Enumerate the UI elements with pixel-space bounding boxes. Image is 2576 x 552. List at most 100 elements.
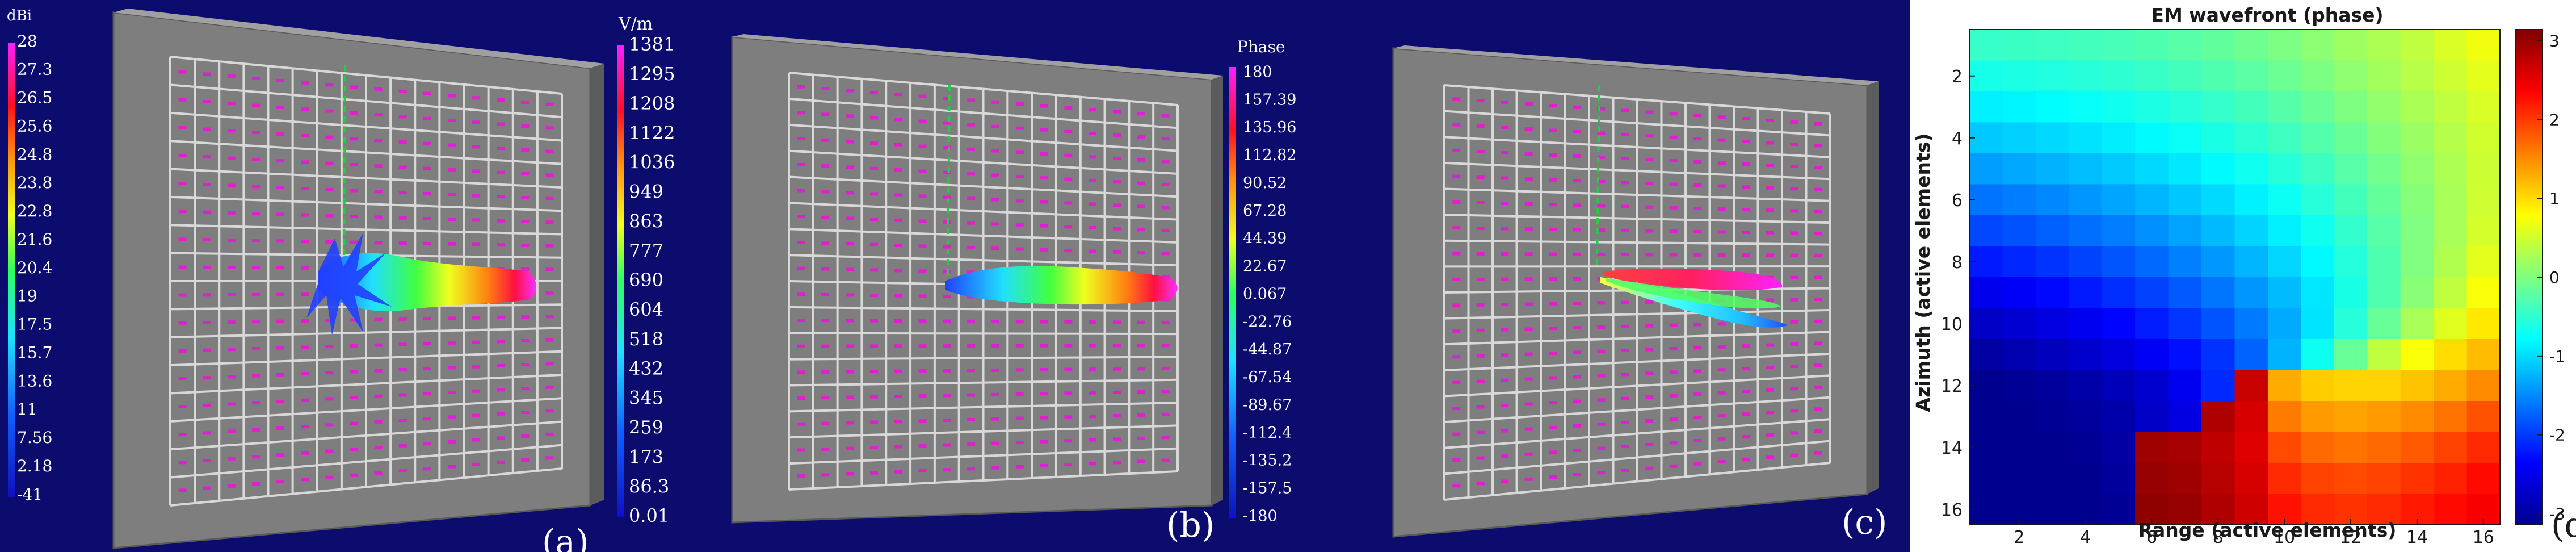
colorbar-tick-label: -180 (1243, 507, 1278, 525)
heatmap-cell (2434, 246, 2468, 278)
array-element (991, 466, 999, 470)
array-element (1452, 380, 1461, 384)
array-element (846, 293, 854, 297)
grid-line-horizontal (170, 397, 562, 423)
array-element (894, 470, 902, 474)
heatmap-cell (2301, 215, 2335, 247)
array-element (991, 441, 999, 445)
array-element (991, 149, 999, 153)
array-element (1645, 348, 1654, 352)
heatmap-cell (2301, 401, 2335, 433)
array-element (1549, 103, 1557, 107)
grid-line-horizontal (788, 447, 1178, 465)
colorbar-tick-label: 3 (2549, 31, 2560, 50)
heatmap-cell (2002, 370, 2036, 402)
array-element (203, 403, 211, 407)
panel-label-a: (a) (542, 522, 589, 552)
heatmap-cell (2201, 246, 2235, 278)
array-element (227, 156, 236, 160)
array-element (178, 488, 187, 492)
array-element (894, 394, 902, 398)
plot-border (1969, 29, 2501, 525)
array-element (1790, 320, 1798, 324)
array-element (1573, 473, 1581, 477)
array-element (1137, 390, 1145, 394)
array-element (472, 242, 481, 246)
array-element (251, 266, 260, 270)
colorbar-tick-label: 67.28 (1243, 202, 1287, 220)
array-element (1645, 442, 1654, 446)
heatmap-cell (2267, 339, 2301, 371)
grid-line-horizontal (1444, 396, 1831, 424)
heatmap-cell (1969, 91, 2003, 123)
array-element (967, 344, 976, 348)
heatmap-cell (2002, 277, 2036, 309)
array-element (1766, 253, 1774, 257)
array-element (1064, 391, 1073, 395)
array-element (1015, 247, 1024, 251)
colorbar-tick-label: 1 (2549, 189, 2560, 208)
heatmap-cell (2069, 308, 2103, 340)
array-element (497, 170, 505, 174)
array-element (846, 191, 854, 195)
y-tick-label: 8 (1952, 253, 1963, 273)
array-element (869, 242, 878, 246)
array-element (1742, 117, 1750, 121)
heatmap-cell (2102, 30, 2136, 61)
colorbar-c: Phase 180 157.39 135.96 112.82 90.52 67.28 44.… (1229, 37, 1296, 525)
array-element (1717, 368, 1726, 372)
array-element (967, 442, 976, 446)
array-element (423, 392, 431, 396)
array-element (1814, 319, 1822, 323)
heatmap-cell (2400, 401, 2434, 433)
array-element (1501, 277, 1509, 281)
array-element (1524, 227, 1533, 231)
grid-line-horizontal (170, 420, 562, 451)
array-element (821, 292, 830, 296)
array-element (1040, 392, 1048, 396)
array-element (1621, 469, 1629, 472)
heatmap-cell (2434, 277, 2468, 309)
array-element (1621, 157, 1629, 161)
array-element (846, 446, 854, 450)
array-element (325, 109, 334, 113)
array-element (1573, 252, 1581, 256)
antenna-array-a (112, 9, 604, 549)
heatmap-cell (2234, 215, 2268, 247)
array-element (821, 344, 830, 348)
heatmap-cell (2168, 277, 2202, 309)
colorbar-tick-label: -89.67 (1243, 396, 1292, 414)
colorbar-tick-label: 11 (17, 400, 37, 419)
array-element (178, 461, 187, 465)
array-element (797, 292, 805, 296)
heatmap-cell (2466, 339, 2501, 371)
array-element (894, 445, 902, 449)
array-element (521, 411, 530, 415)
heatmap-cell (2334, 432, 2368, 463)
array-element (1112, 250, 1121, 254)
array-element (1790, 231, 1798, 235)
array-element (1573, 424, 1581, 428)
array-element (325, 345, 334, 349)
array-element (1597, 204, 1606, 208)
array-element (1452, 303, 1461, 307)
array-element (1137, 413, 1145, 417)
array-element (374, 241, 383, 245)
array-element (1015, 368, 1024, 372)
array-element (1476, 430, 1485, 434)
heatmap-cell (2135, 370, 2169, 402)
array-element (1161, 228, 1170, 232)
x-tick-label: 2 (2014, 528, 2024, 547)
array-element (276, 292, 285, 296)
array-element (178, 265, 187, 269)
array-element (227, 238, 236, 242)
array-element (276, 399, 285, 403)
colorbar-tick-label: 518 (629, 328, 663, 350)
heatmap-cell (2102, 184, 2136, 216)
array-element (1790, 253, 1798, 257)
colorbar-tick-label: 26.5 (17, 89, 52, 107)
array-element (521, 387, 530, 391)
heatmap-cell (2434, 308, 2468, 340)
heatmap-cell (2367, 277, 2401, 309)
colorbar-title: Phase (1237, 37, 1285, 56)
